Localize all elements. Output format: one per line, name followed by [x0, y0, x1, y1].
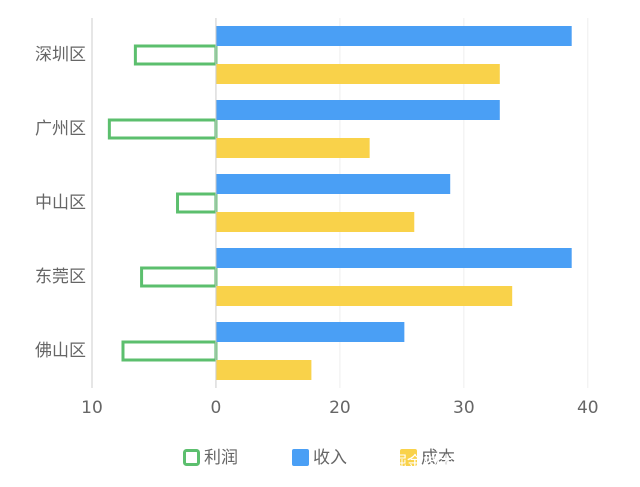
x-tick-label: 20 — [329, 398, 351, 418]
bar — [215, 286, 513, 306]
legend-swatch — [292, 449, 309, 466]
x-tick-label: 10 — [81, 398, 103, 418]
bar — [215, 212, 415, 232]
bar — [121, 340, 218, 362]
bar — [215, 138, 370, 158]
legend-label: 利润 — [204, 448, 238, 468]
bar — [215, 64, 500, 84]
bar — [133, 44, 218, 66]
x-tick-label: 30 — [453, 398, 475, 418]
watermark: 掘金技术社区 @ 老张聊数据集成 — [391, 453, 625, 472]
x-tick-label: 0 — [211, 398, 222, 418]
y-tick-label: 中山区 — [35, 193, 86, 213]
legend-label: 收入 — [313, 448, 347, 468]
y-tick-label: 东莞区 — [35, 267, 86, 287]
bar — [215, 26, 572, 46]
bar — [215, 360, 312, 380]
legend-label: 成本 — [421, 448, 455, 468]
bar — [215, 174, 451, 194]
y-tick-label: 佛山区 — [35, 341, 86, 361]
legend-swatch — [183, 449, 200, 466]
bar — [215, 322, 405, 342]
bar — [107, 118, 218, 140]
x-tick-label: 40 — [577, 398, 599, 418]
bar — [140, 266, 218, 288]
y-tick-label: 广州区 — [35, 119, 86, 139]
bar — [176, 192, 218, 214]
legend-swatch — [400, 449, 417, 466]
y-tick-label: 深圳区 — [35, 45, 86, 65]
bar — [215, 248, 572, 268]
bar — [215, 100, 500, 120]
